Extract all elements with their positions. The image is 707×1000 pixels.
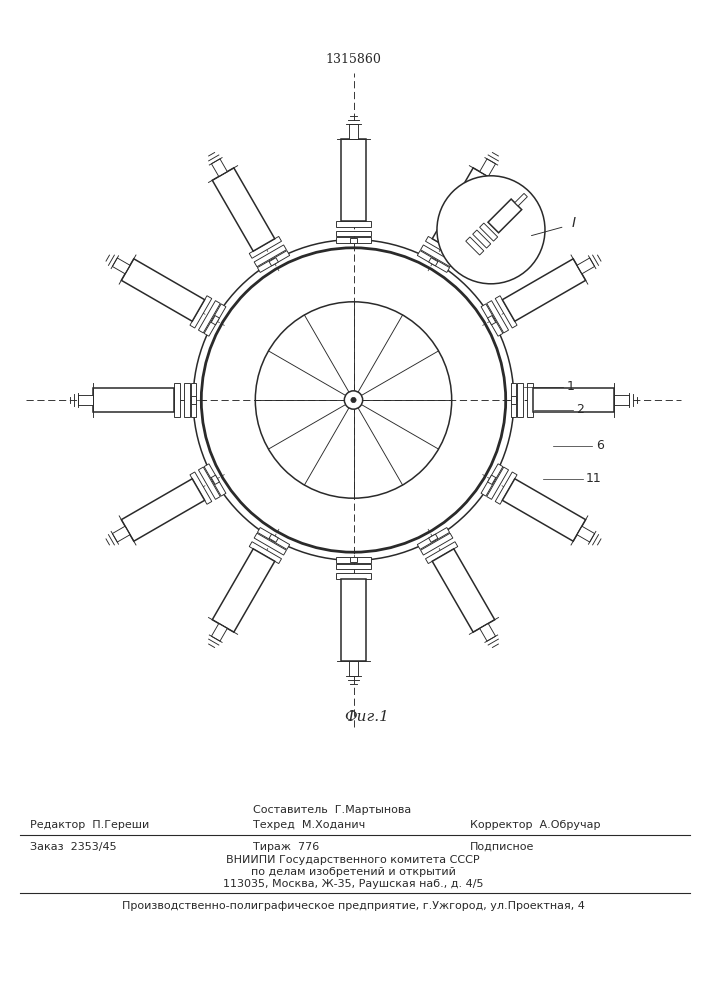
Polygon shape: [337, 221, 370, 227]
Polygon shape: [577, 526, 595, 542]
Polygon shape: [432, 168, 495, 251]
Polygon shape: [515, 193, 527, 206]
Circle shape: [344, 391, 363, 409]
Polygon shape: [421, 245, 453, 267]
Polygon shape: [269, 258, 279, 266]
Polygon shape: [417, 251, 450, 272]
Polygon shape: [510, 383, 516, 417]
Polygon shape: [426, 236, 457, 258]
Polygon shape: [199, 301, 221, 333]
Polygon shape: [481, 304, 503, 336]
Text: 11: 11: [586, 472, 602, 485]
Polygon shape: [488, 475, 496, 484]
Polygon shape: [175, 383, 180, 417]
Polygon shape: [341, 579, 366, 661]
Polygon shape: [510, 396, 515, 404]
Polygon shape: [432, 549, 495, 632]
Polygon shape: [211, 623, 228, 641]
Text: Производственно-полиграфическое предприятие, г.Ужгород, ул.Проектная, 4: Производственно-полиграфическое предприя…: [122, 901, 585, 911]
Polygon shape: [337, 237, 370, 243]
Polygon shape: [112, 258, 130, 274]
Polygon shape: [426, 542, 457, 564]
Polygon shape: [503, 479, 585, 541]
Polygon shape: [479, 223, 498, 241]
Polygon shape: [349, 557, 358, 562]
Text: 1315860: 1315860: [325, 53, 382, 66]
Polygon shape: [495, 472, 517, 504]
Polygon shape: [204, 304, 226, 336]
Polygon shape: [122, 259, 204, 321]
Polygon shape: [250, 542, 281, 564]
Polygon shape: [428, 534, 438, 542]
Text: Подписное: Подписное: [470, 842, 534, 852]
Polygon shape: [269, 534, 279, 542]
Polygon shape: [257, 528, 290, 549]
Polygon shape: [486, 301, 508, 333]
Polygon shape: [349, 238, 358, 243]
Polygon shape: [212, 168, 275, 251]
Polygon shape: [337, 231, 370, 236]
Polygon shape: [337, 557, 370, 563]
Polygon shape: [479, 159, 496, 177]
Text: 1: 1: [566, 380, 574, 393]
Polygon shape: [337, 564, 370, 569]
Polygon shape: [488, 199, 522, 233]
Text: Корректор  А.Обручар: Корректор А.Обручар: [470, 820, 600, 830]
Polygon shape: [349, 124, 358, 139]
Polygon shape: [191, 383, 197, 417]
Polygon shape: [421, 533, 453, 555]
Polygon shape: [190, 472, 212, 504]
Text: ВНИИПИ Государственного комитета СССР: ВНИИПИ Государственного комитета СССР: [226, 855, 480, 865]
Polygon shape: [577, 258, 595, 274]
Polygon shape: [473, 230, 491, 248]
Polygon shape: [254, 533, 286, 555]
Text: 113035, Москва, Ж-35, Раушская наб., д. 4/5: 113035, Москва, Ж-35, Раушская наб., д. …: [223, 879, 484, 889]
Text: 6: 6: [596, 439, 604, 452]
Text: Фиг.1: Фиг.1: [344, 710, 389, 724]
Polygon shape: [78, 395, 93, 405]
Text: Редактор  П.Гереши: Редактор П.Гереши: [30, 820, 149, 830]
Polygon shape: [466, 237, 484, 255]
Polygon shape: [614, 395, 629, 405]
Text: Тираж  776: Тираж 776: [253, 842, 320, 852]
Polygon shape: [211, 159, 228, 177]
Text: I: I: [571, 216, 575, 230]
Polygon shape: [192, 396, 197, 404]
Polygon shape: [495, 296, 517, 328]
Polygon shape: [190, 296, 212, 328]
Polygon shape: [417, 528, 450, 549]
Polygon shape: [481, 464, 503, 496]
Polygon shape: [254, 245, 286, 267]
Polygon shape: [112, 526, 130, 542]
Polygon shape: [341, 139, 366, 221]
Text: Составитель  Г.Мартынова: Составитель Г.Мартынова: [253, 805, 411, 815]
Polygon shape: [527, 383, 532, 417]
Polygon shape: [503, 259, 585, 321]
Circle shape: [437, 176, 545, 284]
Polygon shape: [211, 475, 219, 484]
Polygon shape: [204, 464, 226, 496]
Polygon shape: [428, 258, 438, 266]
Polygon shape: [93, 388, 175, 412]
Polygon shape: [337, 573, 370, 579]
Polygon shape: [488, 316, 496, 325]
Polygon shape: [199, 467, 221, 499]
Polygon shape: [250, 236, 281, 258]
Polygon shape: [517, 383, 522, 417]
Polygon shape: [349, 661, 358, 676]
Circle shape: [351, 397, 356, 403]
Polygon shape: [212, 549, 275, 632]
Polygon shape: [479, 623, 496, 641]
Polygon shape: [185, 383, 190, 417]
Polygon shape: [486, 467, 508, 499]
Polygon shape: [122, 479, 204, 541]
Polygon shape: [532, 388, 614, 412]
Polygon shape: [257, 251, 290, 272]
Text: Техред  М.Хoданич: Техред М.Хoданич: [253, 820, 366, 830]
Text: Заказ  2353/45: Заказ 2353/45: [30, 842, 117, 852]
Text: по делам изобретений и открытий: по делам изобретений и открытий: [250, 867, 455, 877]
Text: 2: 2: [576, 403, 584, 416]
Polygon shape: [211, 316, 219, 325]
